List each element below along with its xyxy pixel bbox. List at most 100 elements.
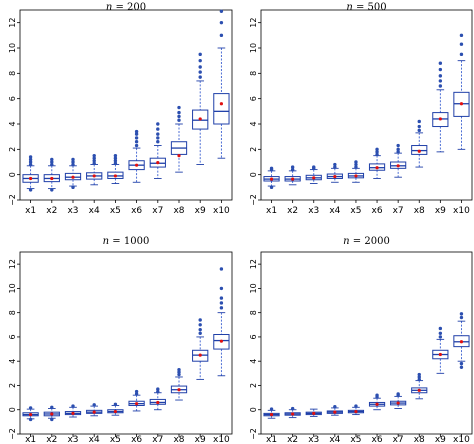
outlier-point — [156, 132, 160, 136]
outlier-point — [198, 52, 202, 57]
outlier-point — [198, 58, 202, 63]
outlier-point — [134, 392, 139, 396]
y-tick-label: 10 — [8, 43, 17, 53]
box-x4: x4 — [326, 405, 343, 444]
outlier-point — [134, 143, 139, 148]
outlier-point — [375, 152, 379, 157]
outlier-point — [438, 67, 443, 72]
iqr-box — [213, 93, 230, 125]
outlier-point — [134, 136, 139, 140]
x-tick-label: x1 — [266, 206, 277, 216]
x-tick-label: x9 — [195, 435, 206, 444]
x-tick-label: x4 — [89, 435, 100, 444]
outlier-point — [459, 33, 464, 38]
outlier-point — [134, 389, 139, 394]
x-tick-label: x3 — [67, 206, 78, 216]
y-tick-label: −2 — [8, 194, 17, 206]
outlier-point — [438, 79, 443, 83]
outlier-point — [156, 136, 160, 140]
mean-point — [375, 166, 379, 170]
outlier-point — [177, 105, 181, 110]
outlier-point — [134, 129, 139, 134]
x-tick-label: x5 — [110, 206, 121, 216]
mean-point — [177, 388, 181, 392]
x-tick-label: x5 — [110, 435, 121, 444]
outlier-point — [396, 143, 400, 148]
outlier-point — [156, 127, 160, 131]
outlier-point — [396, 147, 400, 152]
outlier-point — [113, 161, 118, 165]
outlier-point — [198, 323, 202, 327]
outlier-point — [354, 160, 358, 164]
y-tick-label: 0 — [8, 407, 17, 412]
y-tick-label: 4 — [249, 121, 258, 126]
mean-point — [29, 412, 33, 417]
outlier-point — [333, 165, 337, 169]
box-x1: x1 — [263, 407, 280, 444]
outlier-point — [198, 75, 202, 79]
box-x5: x5 — [107, 402, 124, 444]
y-tick-label: 10 — [249, 283, 258, 293]
outlier-point — [134, 140, 139, 144]
plot-frame — [19, 251, 233, 435]
outlier-point — [156, 140, 160, 144]
mean-point — [135, 402, 139, 406]
x-tick-label: x10 — [213, 435, 230, 444]
box-x3: x3 — [305, 165, 322, 216]
y-tick-label: 6 — [8, 96, 17, 101]
outlier-point — [219, 9, 224, 13]
outlier-point — [219, 20, 224, 25]
outlier-point — [92, 403, 96, 407]
plot-frame — [260, 9, 473, 201]
panel-1: n = 200 −2 0 2 4 6 8 10 12 x1 x2 x3 x4 x5 x6 x7 x8 x9 x10 — [8, 2, 233, 216]
mean-point — [135, 163, 139, 167]
box-x5: x5 — [347, 404, 365, 444]
outlier-point — [198, 331, 202, 335]
panel-title: n = 200 — [106, 2, 146, 13]
title-eq: = — [109, 236, 124, 247]
y-tick-label: 8 — [249, 310, 258, 315]
y-tick-label: 6 — [249, 96, 258, 101]
outlier-point — [438, 335, 443, 339]
outlier-point — [92, 159, 96, 163]
x-tick-label: x1 — [25, 206, 36, 216]
outlier-point — [113, 402, 118, 406]
outlier-point — [28, 188, 33, 192]
x-tick-label: x2 — [46, 435, 57, 444]
outlier-point — [219, 33, 224, 38]
outlier-point — [50, 160, 54, 164]
y-tick-label: 0 — [249, 407, 258, 412]
x-tick-label: x7 — [152, 435, 163, 444]
x-tick-label: x10 — [213, 206, 230, 216]
x-tick-label: x2 — [287, 435, 298, 444]
y-tick-label: 2 — [249, 147, 258, 152]
outlier-point — [198, 327, 202, 332]
mean-point — [29, 176, 33, 181]
mean-point — [312, 176, 316, 180]
outlier-point — [177, 367, 181, 372]
outlier-point — [198, 70, 202, 74]
mean-point — [113, 174, 117, 178]
panel-3: n = 1000 −2 0 2 4 6 8 10 12 x1 x2 x3 x4 x5 x6 x7 x8 x9 x10 — [8, 236, 233, 444]
y-tick-label: 0 — [249, 172, 258, 177]
panel-2: n = 500 −2 0 2 4 6 8 10 12 x1 x2 x3 x4 x5 x6 x7 x8 x9 x10 — [249, 2, 473, 216]
mean-point — [198, 353, 202, 357]
outlier-point — [71, 404, 75, 408]
box-x9: x9 — [432, 326, 449, 444]
outlier-point — [290, 165, 295, 169]
x-tick-label: x6 — [372, 206, 383, 216]
x-tick-label: x9 — [435, 435, 446, 444]
box-x1: x1 — [263, 166, 280, 216]
outlier-point — [219, 306, 224, 310]
outlier-point — [50, 405, 54, 410]
outlier-point — [177, 370, 181, 374]
x-tick-label: x9 — [435, 206, 446, 216]
mean-point — [375, 402, 379, 406]
box-x7: x7 — [149, 387, 166, 444]
outlier-point — [28, 155, 33, 159]
x-tick-label: x7 — [152, 206, 163, 216]
x-tick-label: x10 — [453, 435, 470, 444]
y-tick-label: 10 — [249, 43, 258, 53]
y-tick-label: 2 — [8, 383, 17, 388]
